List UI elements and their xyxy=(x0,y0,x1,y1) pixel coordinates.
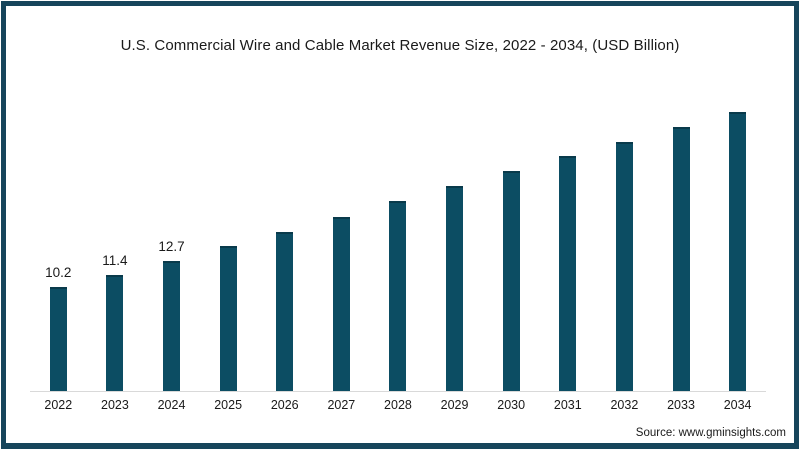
x-axis-tick-label: 2028 xyxy=(384,398,412,412)
bar-2026 xyxy=(276,232,294,391)
x-axis-tick-label: 2032 xyxy=(610,398,639,412)
bar-2032 xyxy=(615,142,633,391)
x-axis-tick-label: 2031 xyxy=(553,398,582,412)
bar-2024 xyxy=(163,261,181,391)
bar-slot-2022: 10.2 2022 xyxy=(30,98,87,411)
bar-2031 xyxy=(559,156,577,391)
bar-slot-2027: 2027 xyxy=(313,98,370,411)
x-axis-tick-label: 2027 xyxy=(327,398,356,412)
bar-slot-2033: 2033 xyxy=(653,98,710,411)
bar-2034 xyxy=(729,112,747,391)
bar-slot-2025: 2025 xyxy=(200,98,257,411)
x-axis-tick-label: 2029 xyxy=(440,398,469,412)
bar-2033 xyxy=(672,127,690,391)
bar-2029 xyxy=(446,186,464,391)
bar-value-label: 12.7 xyxy=(158,238,185,254)
x-axis-tick-label: 2033 xyxy=(667,398,695,412)
x-axis-tick-label: 2030 xyxy=(497,398,526,412)
bar-value-label: 10.2 xyxy=(45,264,72,280)
bar-2023 xyxy=(106,275,124,391)
bar-slot-2034: 2034 xyxy=(709,98,766,411)
bar-slot-2031: 2031 xyxy=(539,98,596,411)
bar-slot-2029: 2029 xyxy=(426,98,483,411)
bar-2025 xyxy=(219,246,237,391)
bar-2028 xyxy=(389,201,407,391)
x-axis-tick-label: 2023 xyxy=(101,398,129,412)
bar-slot-2030: 2030 xyxy=(483,98,540,411)
x-axis-tick-label: 2034 xyxy=(723,398,752,412)
bar-2022 xyxy=(49,287,67,391)
bar-slot-2026: 2026 xyxy=(256,98,313,411)
bar-slot-2024: 12.7 2024 xyxy=(143,98,200,411)
chart-title: U.S. Commercial Wire and Cable Market Re… xyxy=(120,37,680,54)
bar-value-label: 11.4 xyxy=(102,252,128,268)
plot-area: 10.2 2022 11.4 2023 12.7 2024 2025 2026 2027 2028… xyxy=(30,98,766,411)
bar-slot-2032: 2032 xyxy=(596,98,653,411)
bar-slot-2023: 11.4 2023 xyxy=(87,98,144,411)
x-axis-tick-label: 2026 xyxy=(270,398,299,412)
x-axis-tick-label: 2024 xyxy=(157,398,186,412)
x-axis-tick-label: 2025 xyxy=(214,398,243,412)
x-axis-tick-label: 2022 xyxy=(44,398,73,412)
bar-2030 xyxy=(502,171,520,391)
bar-slot-2028: 2028 xyxy=(370,98,427,411)
source-attribution: Source: www.gminsights.com xyxy=(635,427,786,439)
bar-2027 xyxy=(332,217,350,391)
